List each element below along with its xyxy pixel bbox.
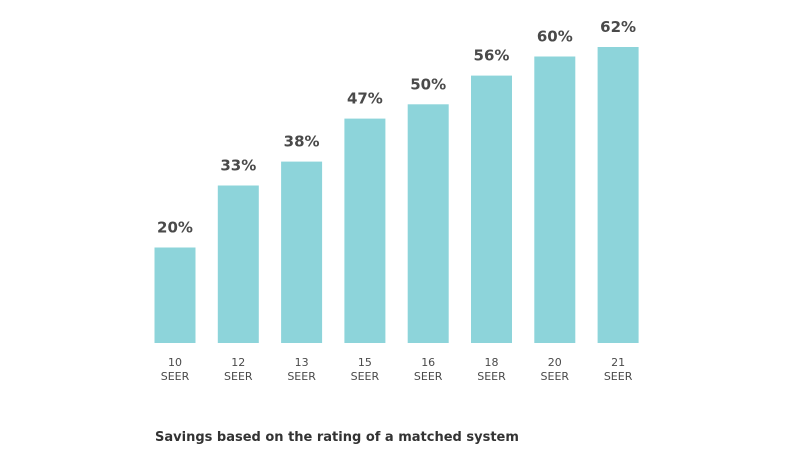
x-tick-label: 12 SEER	[224, 356, 253, 383]
data-label: 33%	[220, 157, 256, 175]
bar-18-seer	[471, 75, 512, 343]
savings-bar-chart: 20% 33% 38% 47% 50% 56% 60% 62% 10 SEER 12 SEER 13 S…	[154, 18, 639, 383]
x-tick-labels-group: 10 SEER 12 SEER 13 SEER 15 SEER 16 SEER 18 SEER 20 SE…	[161, 356, 633, 383]
bar-20-seer	[534, 56, 576, 343]
bar-16-seer	[407, 104, 449, 343]
x-tick-label: 10 SEER	[161, 356, 190, 383]
x-tick-label: 20 SEER	[541, 356, 570, 383]
bar-15-seer	[344, 118, 386, 343]
data-label: 38%	[284, 133, 320, 151]
chart-caption: Savings based on the rating of a matched…	[155, 430, 519, 445]
data-label: 50%	[410, 75, 446, 93]
data-label: 62%	[600, 18, 636, 36]
data-label: 20%	[157, 219, 193, 237]
x-tick-label: 18 SEER	[477, 356, 506, 383]
data-label: 47%	[347, 90, 383, 108]
data-labels-group: 20% 33% 38% 47% 50% 56% 60% 62%	[157, 18, 636, 237]
bar-10-seer	[154, 247, 196, 343]
x-tick-label: 21 SEER	[604, 356, 633, 383]
bar-13-seer	[281, 161, 323, 343]
x-tick-label: 13 SEER	[287, 356, 316, 383]
x-tick-label: 16 SEER	[414, 356, 443, 383]
bar-21-seer	[597, 47, 639, 343]
x-tick-label: 15 SEER	[351, 356, 380, 383]
bar-12-seer	[217, 185, 259, 343]
data-label: 56%	[474, 47, 510, 65]
bars-group	[154, 47, 639, 343]
data-label: 60%	[537, 28, 573, 46]
